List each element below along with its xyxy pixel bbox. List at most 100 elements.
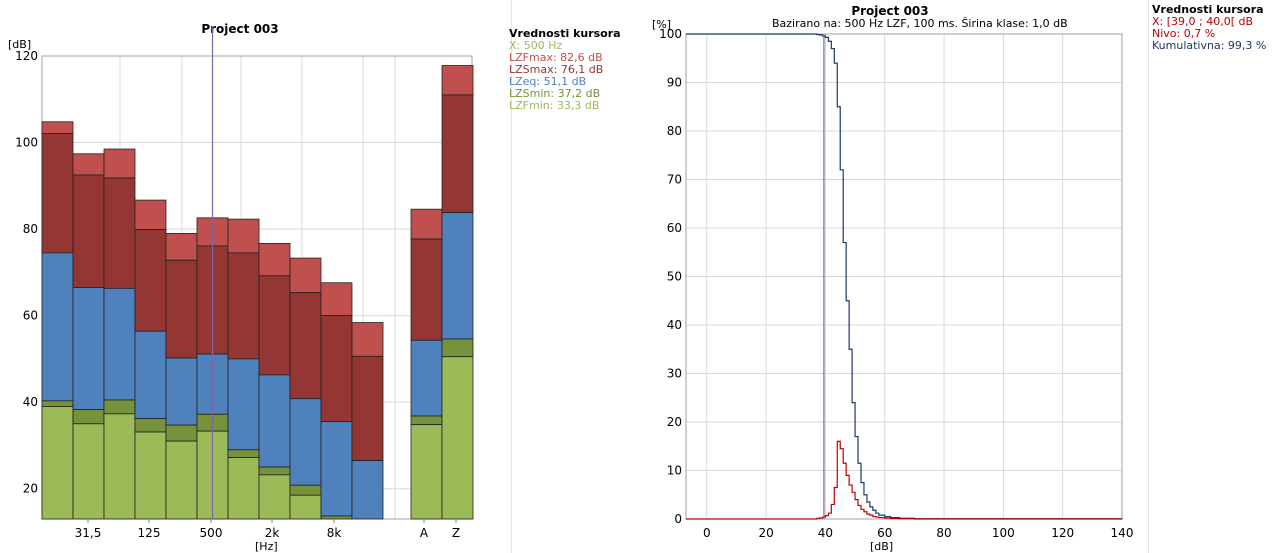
bar-lzsmin-12 xyxy=(441,338,474,358)
bar-lzsmax-4 xyxy=(165,259,198,359)
bar-lzfmax-7 xyxy=(258,242,291,277)
bar-lzeq-10 xyxy=(351,460,384,520)
left-chart-title: Project 003 xyxy=(201,22,279,36)
right-ytick-label: 20 xyxy=(667,415,682,429)
left-legend-title: Vrednosti kursora xyxy=(509,27,621,40)
right-ytick-label: 60 xyxy=(667,221,682,235)
bar-lzfmax-10 xyxy=(351,322,384,357)
bar-lzfmax-1 xyxy=(72,153,105,176)
right-legend-nivo: Nivo: 0,7 % xyxy=(1152,27,1216,40)
left-ytick-label: 40 xyxy=(23,395,38,409)
right-ytick-label: 10 xyxy=(667,464,682,478)
bar-lzfmin-4 xyxy=(165,440,198,520)
bar-lzeq-7 xyxy=(258,374,291,468)
right-xtick-label: 120 xyxy=(1051,526,1074,540)
bar-lzfmax-4 xyxy=(165,233,198,261)
right-xtick-label: 20 xyxy=(758,526,773,540)
bar-lzfmin-0 xyxy=(41,406,74,520)
right-y-unit: [%] xyxy=(652,18,672,31)
bar-lzeq-12 xyxy=(441,212,474,340)
bar-lzsmin-7 xyxy=(258,466,291,476)
bar-lzsmin-9 xyxy=(320,515,353,520)
panel-separator-right xyxy=(1148,0,1149,553)
bar-lzfmax-2 xyxy=(103,148,136,179)
bar-lzsmax-3 xyxy=(134,229,167,332)
left-ytick-label: 120 xyxy=(15,49,38,63)
bar-lzsmax-7 xyxy=(258,275,291,376)
bar-lzsmin-3 xyxy=(134,418,167,433)
left-legend-lzsmax: LZSmax: 76,1 dB xyxy=(509,63,604,76)
bar-lzsmax-6 xyxy=(227,252,260,360)
left-xtick-label: 125 xyxy=(138,526,161,540)
right-legend-title: Vrednosti kursora xyxy=(1152,3,1264,16)
left-legend-lzeq: LZeq: 51,1 dB xyxy=(509,75,587,88)
series-kumulativna-line xyxy=(686,33,1123,520)
left-legend-lzsmin: LZSmin: 37,2 dB xyxy=(509,87,601,100)
bar-lzfmin-2 xyxy=(103,413,136,520)
bar-lzsmin-4 xyxy=(165,424,198,442)
bar-lzfmax-9 xyxy=(320,282,353,317)
right-xtick-label: 140 xyxy=(1111,526,1134,540)
bar-lzsmax-8 xyxy=(289,292,322,400)
right-ytick-label: 0 xyxy=(674,512,682,526)
left-xtick-label: Z xyxy=(452,526,460,540)
bar-lzeq-1 xyxy=(72,287,105,410)
bar-lzeq-4 xyxy=(165,357,198,426)
left-legend-x: X: 500 Hz xyxy=(509,39,563,52)
bar-lzsmax-12 xyxy=(441,94,474,214)
bar-lzsmin-0 xyxy=(41,400,74,407)
bar-lzsmax-10 xyxy=(351,355,384,461)
left-y-unit: [dB] xyxy=(8,38,32,51)
left-legend-lzfmax: LZFmax: 82,6 dB xyxy=(509,51,603,64)
right-ytick-label: 30 xyxy=(667,367,682,381)
left-xtick-label: 8k xyxy=(327,526,342,540)
right-xtick-label: 100 xyxy=(992,526,1015,540)
left-xtick-label: 31,5 xyxy=(75,526,102,540)
left-cursor-legend: Vrednosti kursora X: 500 Hz LZFmax: 82,6… xyxy=(509,28,621,112)
bar-lzeq-6 xyxy=(227,358,260,451)
bar-lzsmin-1 xyxy=(72,409,105,425)
right-xtick-label: 0 xyxy=(703,526,711,540)
right-legend-x: X: [39,0 ; 40,0[ dB xyxy=(1152,15,1254,28)
right-ytick-label: 70 xyxy=(667,173,682,187)
left-ytick-label: 80 xyxy=(23,222,38,236)
bar-lzfmax-8 xyxy=(289,257,322,294)
right-xtick-label: 60 xyxy=(877,526,892,540)
bar-lzeq-0 xyxy=(41,252,74,402)
bar-lzsmax-9 xyxy=(320,315,353,423)
right-chart-title: Project 003 xyxy=(851,4,929,18)
bar-lzeq-3 xyxy=(134,330,167,420)
bar-lzsmin-2 xyxy=(103,399,136,415)
right-x-unit: [dB] xyxy=(870,540,894,553)
bar-lzeq-9 xyxy=(320,421,353,517)
bar-lzsmax-0 xyxy=(41,133,74,254)
series-nivo-line xyxy=(686,440,1122,520)
bar-lzeq-2 xyxy=(103,287,136,401)
right-xtick-label: 40 xyxy=(818,526,833,540)
right-ytick-label: 40 xyxy=(667,318,682,332)
bar-lzfmin-6 xyxy=(227,457,260,520)
left-xtick-label: 2k xyxy=(265,526,280,540)
bar-lzfmax-12 xyxy=(441,65,474,96)
left-xtick-label: 500 xyxy=(200,526,223,540)
bar-lzfmax-11 xyxy=(410,208,443,240)
right-ytick-label: 50 xyxy=(667,270,682,284)
panel-separator-left xyxy=(511,0,512,553)
bar-lzfmax-3 xyxy=(134,199,167,230)
right-legend-kum: Kumulativna: 99,3 % xyxy=(1152,39,1267,52)
right-chart-subtitle: Bazirano na: 500 Hz LZF, 100 ms. Širina … xyxy=(772,17,1068,30)
bar-lzfmin-8 xyxy=(289,494,322,520)
bar-lzsmin-11 xyxy=(410,415,443,426)
left-x-unit: [Hz] xyxy=(255,540,278,553)
left-legend-lzfmin: LZFmin: 33,3 dB xyxy=(509,99,600,112)
bar-lzfmin-11 xyxy=(410,424,443,520)
left-ytick-label: 60 xyxy=(23,309,38,323)
bar-lzfmax-6 xyxy=(227,218,260,254)
right-xtick-label: 80 xyxy=(936,526,951,540)
bar-lzeq-8 xyxy=(289,398,322,486)
bar-lzfmin-1 xyxy=(72,423,105,520)
left-xtick-label: A xyxy=(420,526,429,540)
right-ytick-label: 100 xyxy=(659,27,682,41)
bar-lzfmin-12 xyxy=(441,356,474,520)
